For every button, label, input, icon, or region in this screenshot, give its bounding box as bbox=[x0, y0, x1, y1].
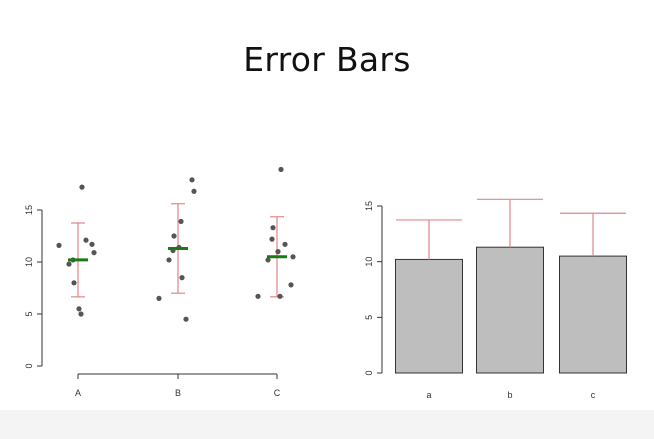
left-data-point bbox=[171, 233, 177, 239]
right-x-tick-label: a bbox=[426, 390, 431, 400]
left-data-point bbox=[191, 188, 197, 194]
left-data-point bbox=[166, 257, 172, 263]
right-y-tick-label: 5 bbox=[364, 315, 374, 320]
left-data-point bbox=[183, 316, 189, 322]
right-bar bbox=[559, 255, 627, 374]
slide-title: Error Bars bbox=[243, 40, 411, 79]
left-data-point bbox=[290, 254, 296, 260]
left-y-tick-label: 10 bbox=[24, 257, 34, 267]
left-x-tick-label: C bbox=[274, 388, 281, 398]
left-data-point bbox=[282, 241, 288, 247]
bar-chart-panel: 0 5 10 15 a b c bbox=[364, 198, 627, 400]
left-data-point bbox=[79, 184, 85, 190]
bottom-strip bbox=[0, 410, 654, 439]
left-y-tick-label: 5 bbox=[24, 311, 34, 316]
left-data-point bbox=[277, 293, 283, 299]
right-y-tick-label: 0 bbox=[364, 370, 374, 375]
right-x-tick-label: c bbox=[591, 390, 596, 400]
left-data-point bbox=[255, 293, 261, 299]
left-data-point bbox=[189, 177, 195, 183]
left-data-point bbox=[278, 166, 284, 173]
left-data-point bbox=[178, 218, 184, 225]
right-y-tick-label: 10 bbox=[364, 257, 374, 267]
left-data-point bbox=[71, 280, 77, 286]
left-x-tick-label: B bbox=[175, 388, 181, 398]
left-x-tick-label: A bbox=[75, 388, 81, 398]
left-data-point bbox=[179, 275, 185, 281]
left-data-point bbox=[269, 236, 275, 242]
right-y-tick-label: 15 bbox=[364, 201, 374, 211]
right-bar bbox=[395, 258, 463, 374]
left-data-point bbox=[66, 261, 72, 267]
left-data-point bbox=[91, 250, 97, 256]
left-data-point bbox=[288, 282, 294, 288]
left-y-tick-label: 0 bbox=[24, 363, 34, 368]
right-x-tick-label: b bbox=[507, 390, 512, 400]
left-data-point bbox=[76, 306, 82, 312]
left-y-tick-label: 15 bbox=[24, 205, 34, 215]
left-data-point bbox=[265, 257, 271, 263]
left-data-point bbox=[270, 225, 276, 231]
left-data-point bbox=[56, 242, 62, 248]
left-data-point bbox=[156, 295, 162, 301]
left-data-point bbox=[89, 241, 95, 247]
right-bar bbox=[476, 246, 544, 374]
left-data-point bbox=[275, 249, 281, 255]
dot-plot-panel: 0 5 10 15 A B C bbox=[24, 166, 296, 398]
left-data-point bbox=[83, 237, 89, 243]
left-data-point bbox=[78, 311, 84, 317]
